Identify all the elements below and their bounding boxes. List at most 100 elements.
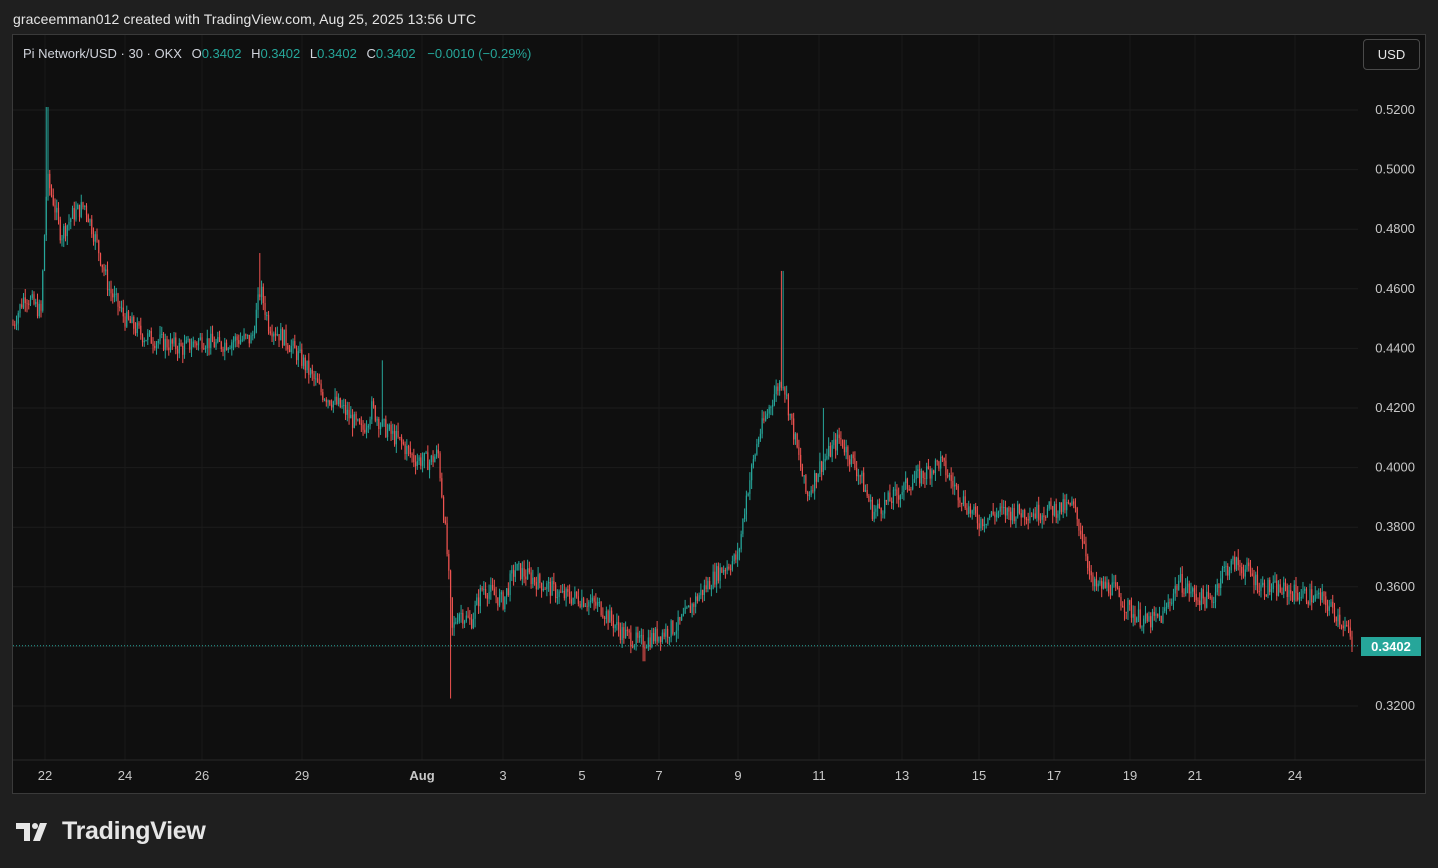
candle-body bbox=[386, 429, 389, 438]
candle-body bbox=[712, 571, 714, 589]
candle-body bbox=[635, 632, 637, 646]
candle-body bbox=[658, 636, 660, 642]
candle-body bbox=[705, 585, 707, 590]
candle-body bbox=[1048, 501, 1050, 509]
candle-body bbox=[1262, 582, 1264, 586]
candle-body bbox=[45, 196, 47, 236]
candle-body bbox=[1053, 503, 1056, 516]
candle-body bbox=[856, 467, 858, 477]
currency-button[interactable]: USD bbox=[1363, 39, 1420, 70]
candle-body bbox=[917, 469, 919, 472]
y-tick-label: 0.4800 bbox=[1375, 221, 1415, 236]
candle-body bbox=[882, 513, 884, 515]
candle-body bbox=[1144, 613, 1147, 619]
chart-panel[interactable] bbox=[12, 34, 1426, 794]
candle-body bbox=[805, 475, 807, 493]
candle-body bbox=[1015, 516, 1017, 522]
candle-body bbox=[847, 446, 849, 460]
candle-body bbox=[845, 446, 847, 453]
candle-body bbox=[1207, 591, 1210, 597]
candle-body bbox=[1307, 601, 1309, 605]
candle-body bbox=[1055, 503, 1057, 518]
candle-body bbox=[1010, 511, 1012, 521]
candle-body bbox=[677, 617, 679, 631]
candle-body bbox=[449, 570, 452, 598]
candle-body bbox=[899, 495, 902, 500]
candle-body bbox=[486, 595, 488, 599]
x-tick-label: 9 bbox=[734, 768, 741, 783]
candle-body bbox=[782, 387, 784, 389]
candle-body bbox=[936, 460, 938, 462]
candle-body bbox=[1291, 593, 1294, 601]
symbol-name[interactable]: Pi Network/USD · 30 · OKX bbox=[23, 46, 182, 61]
candle-body bbox=[1167, 602, 1169, 608]
candle-body bbox=[414, 462, 417, 467]
candle-body bbox=[1109, 593, 1112, 596]
candle-body bbox=[183, 343, 186, 355]
candle-body bbox=[227, 348, 229, 350]
candle-body bbox=[758, 438, 760, 445]
candle-body bbox=[730, 568, 732, 570]
candle-body bbox=[409, 448, 411, 455]
candle-body bbox=[50, 188, 53, 196]
candle-body bbox=[836, 434, 839, 451]
candle-body bbox=[122, 307, 124, 317]
candle-body bbox=[1158, 615, 1161, 617]
candle-body bbox=[504, 596, 506, 610]
candle-body bbox=[938, 461, 940, 469]
candle-body bbox=[546, 583, 548, 590]
candle-body bbox=[584, 605, 586, 607]
candle-body bbox=[1330, 601, 1332, 607]
candle-body bbox=[192, 341, 194, 348]
candle-body bbox=[117, 293, 119, 307]
candle-body bbox=[1286, 586, 1288, 597]
candle-body bbox=[497, 597, 499, 606]
candle-body bbox=[1241, 566, 1243, 574]
candle-body bbox=[24, 297, 26, 304]
candle-body bbox=[605, 611, 607, 619]
candle-body bbox=[1339, 614, 1341, 625]
candle-body bbox=[479, 588, 481, 607]
candle-body bbox=[418, 457, 420, 462]
candle-body bbox=[803, 475, 805, 477]
candle-body bbox=[103, 267, 105, 272]
candle-body bbox=[28, 303, 30, 305]
candle-body bbox=[562, 590, 564, 593]
candle-body bbox=[735, 554, 737, 560]
candle-body bbox=[684, 607, 686, 614]
candle-body bbox=[955, 484, 958, 486]
candle-body bbox=[1050, 501, 1052, 507]
candle-body bbox=[982, 519, 984, 527]
candle-body bbox=[1284, 582, 1287, 587]
candle-body bbox=[33, 294, 35, 304]
candle-body bbox=[576, 591, 578, 597]
candle-body bbox=[19, 304, 21, 314]
candle-body bbox=[973, 506, 975, 511]
candle-body bbox=[1337, 614, 1339, 622]
candle-body bbox=[1276, 580, 1278, 596]
candle-body bbox=[115, 293, 117, 295]
candle-body bbox=[316, 378, 319, 383]
low-value: 0.3402 bbox=[317, 46, 357, 61]
candle-body bbox=[432, 455, 434, 463]
candle-body bbox=[1190, 591, 1192, 594]
candle-body bbox=[1006, 507, 1008, 516]
candle-body bbox=[598, 602, 600, 604]
candle-body bbox=[189, 339, 191, 350]
candle-body bbox=[133, 316, 135, 329]
candle-body bbox=[660, 636, 662, 643]
candle-body bbox=[1101, 580, 1103, 589]
x-tick-label: 5 bbox=[578, 768, 585, 783]
candle-body bbox=[1150, 616, 1152, 628]
candle-body bbox=[898, 495, 900, 500]
candle-body bbox=[952, 480, 954, 487]
candle-body bbox=[1066, 501, 1068, 511]
candle-body bbox=[1122, 605, 1124, 608]
candle-body bbox=[765, 415, 767, 421]
candle-body bbox=[1136, 617, 1138, 623]
candle-body bbox=[435, 449, 438, 457]
candle-body bbox=[1298, 597, 1301, 600]
candle-body bbox=[49, 173, 51, 189]
candle-body bbox=[248, 334, 250, 344]
